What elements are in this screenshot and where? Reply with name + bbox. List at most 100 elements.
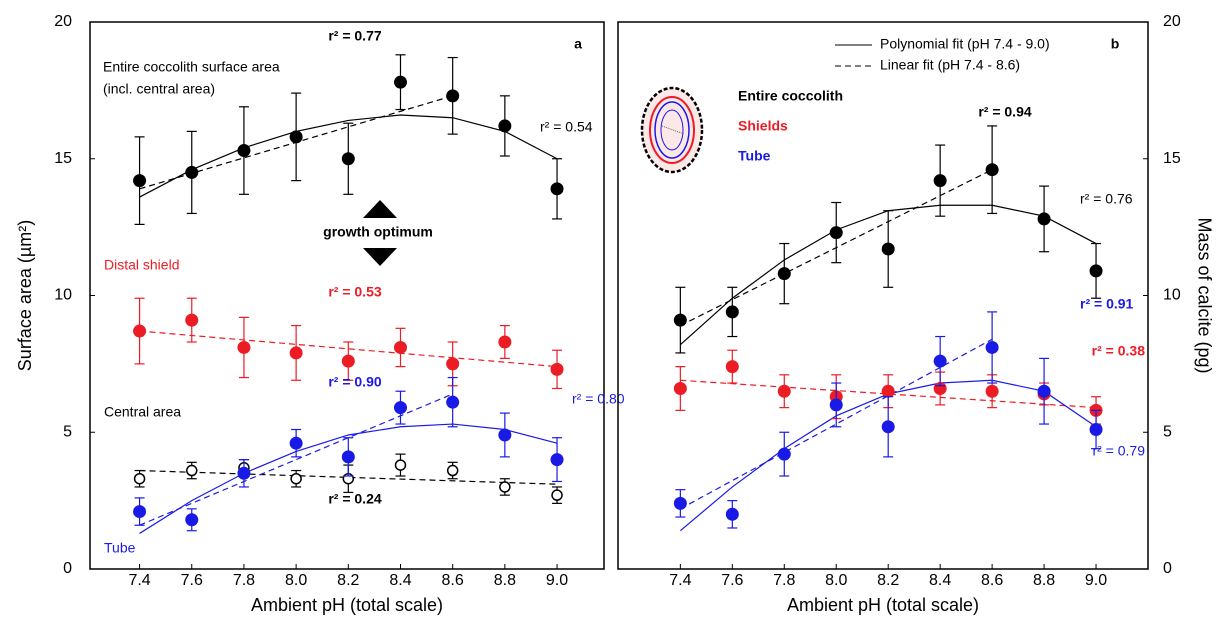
data-point [446, 464, 459, 477]
y-tick-label: 20 [1163, 13, 1181, 30]
x-tick-label: 9.0 [1085, 572, 1107, 589]
x-tick-label: 7.6 [181, 572, 203, 589]
series-label: Tube [738, 148, 771, 164]
data-point [133, 505, 147, 519]
data-point [985, 384, 999, 398]
x-tick-label: 8.6 [981, 572, 1003, 589]
data-point [777, 447, 791, 461]
data-point [673, 381, 687, 395]
series-label: Shields [738, 118, 788, 134]
fit-line [139, 423, 558, 534]
panel-label: b [1111, 36, 1120, 52]
y-tick-label: 10 [54, 287, 72, 304]
data-point [1037, 212, 1051, 226]
y-tick-label: 15 [54, 150, 72, 167]
data-point [550, 453, 564, 467]
data-point [777, 267, 791, 281]
x-tick-label: 8.2 [337, 572, 359, 589]
data-point [133, 472, 146, 485]
data-point [673, 496, 687, 510]
y-tick-label: 5 [63, 423, 72, 440]
x-tick-label: 8.8 [494, 572, 516, 589]
data-point [289, 346, 303, 360]
annotation: r² = 0.91 [1080, 296, 1134, 312]
data-point [289, 130, 303, 144]
annotation: (incl. central area) [103, 81, 215, 97]
data-point [725, 305, 739, 319]
data-point [393, 340, 407, 354]
y-tick-label: 20 [54, 13, 72, 30]
data-point [550, 182, 564, 196]
legend-label: Polynomial fit (pH 7.4 - 9.0) [880, 36, 1050, 52]
x-tick-label: 8.4 [389, 572, 411, 589]
panel-label: a [574, 36, 582, 52]
data-point [551, 489, 563, 501]
data-point [933, 354, 947, 368]
data-point [133, 174, 147, 188]
data-point [881, 384, 895, 398]
x-tick-label: 8.2 [877, 572, 899, 589]
annotation: r² = 0.54 [540, 119, 593, 135]
annotation: growth optimum [323, 224, 433, 240]
data-point [237, 144, 251, 158]
data-point [186, 464, 198, 477]
annotation: r² = 0.38 [1092, 343, 1146, 359]
y-tick-label: 15 [1163, 150, 1181, 167]
annotation: r² = 0.53 [328, 284, 382, 300]
data-point [499, 481, 511, 493]
data-point [498, 335, 512, 349]
annotation: r² = 0.79 [1092, 443, 1145, 459]
data-point [393, 401, 407, 415]
data-point [933, 174, 947, 188]
x-tick-label: 8.0 [825, 572, 847, 589]
legend-label: Linear fit (pH 7.4 - 8.6) [880, 57, 1020, 73]
annotation: r² = 0.76 [1080, 191, 1133, 207]
data-point [289, 436, 303, 450]
y-axis-title: Mass of calcite (pg) [1194, 217, 1214, 373]
data-point [185, 513, 199, 527]
data-point [498, 119, 512, 133]
data-point [1037, 384, 1051, 398]
annotation: Tube [104, 540, 136, 556]
data-point [673, 313, 687, 327]
data-point [498, 428, 512, 442]
x-axis-title: Ambient pH (total scale) [787, 595, 979, 615]
data-point [341, 354, 355, 368]
data-point [185, 313, 199, 327]
x-tick-label: 9.0 [546, 572, 568, 589]
x-tick-label: 7.6 [721, 572, 743, 589]
data-point [341, 450, 355, 464]
data-point [1089, 264, 1103, 278]
data-point [237, 340, 251, 354]
x-tick-label: 8.4 [929, 572, 951, 589]
data-point [341, 152, 355, 166]
annotation: r² = 0.77 [328, 28, 382, 44]
data-point [881, 420, 895, 434]
x-tick-label: 8.0 [285, 572, 307, 589]
data-point [985, 340, 999, 354]
data-point [829, 226, 843, 240]
data-point [829, 398, 843, 412]
data-point [237, 466, 251, 480]
x-tick-label: 8.6 [442, 572, 464, 589]
coccolith-icon [640, 86, 704, 174]
data-point [550, 362, 564, 376]
data-point [725, 507, 739, 521]
data-point [446, 395, 460, 409]
data-point [881, 242, 895, 256]
data-point [446, 89, 460, 103]
data-point [393, 75, 407, 89]
data-point [394, 459, 407, 471]
y-tick-label: 0 [1163, 560, 1172, 577]
annotation: r² = 0.24 [328, 491, 382, 507]
annotation: Entire coccolith surface area [103, 59, 280, 75]
data-point [446, 357, 460, 371]
fit-line [139, 114, 558, 198]
annotation: r² = 0.90 [328, 374, 382, 390]
y-tick-label: 5 [1163, 423, 1172, 440]
data-point [777, 384, 791, 398]
annotation: r² = 0.80 [572, 391, 625, 407]
annotation: Central area [104, 404, 181, 420]
annotation: r² = 0.94 [978, 104, 1032, 120]
series-label: Entire coccolith [738, 88, 843, 104]
